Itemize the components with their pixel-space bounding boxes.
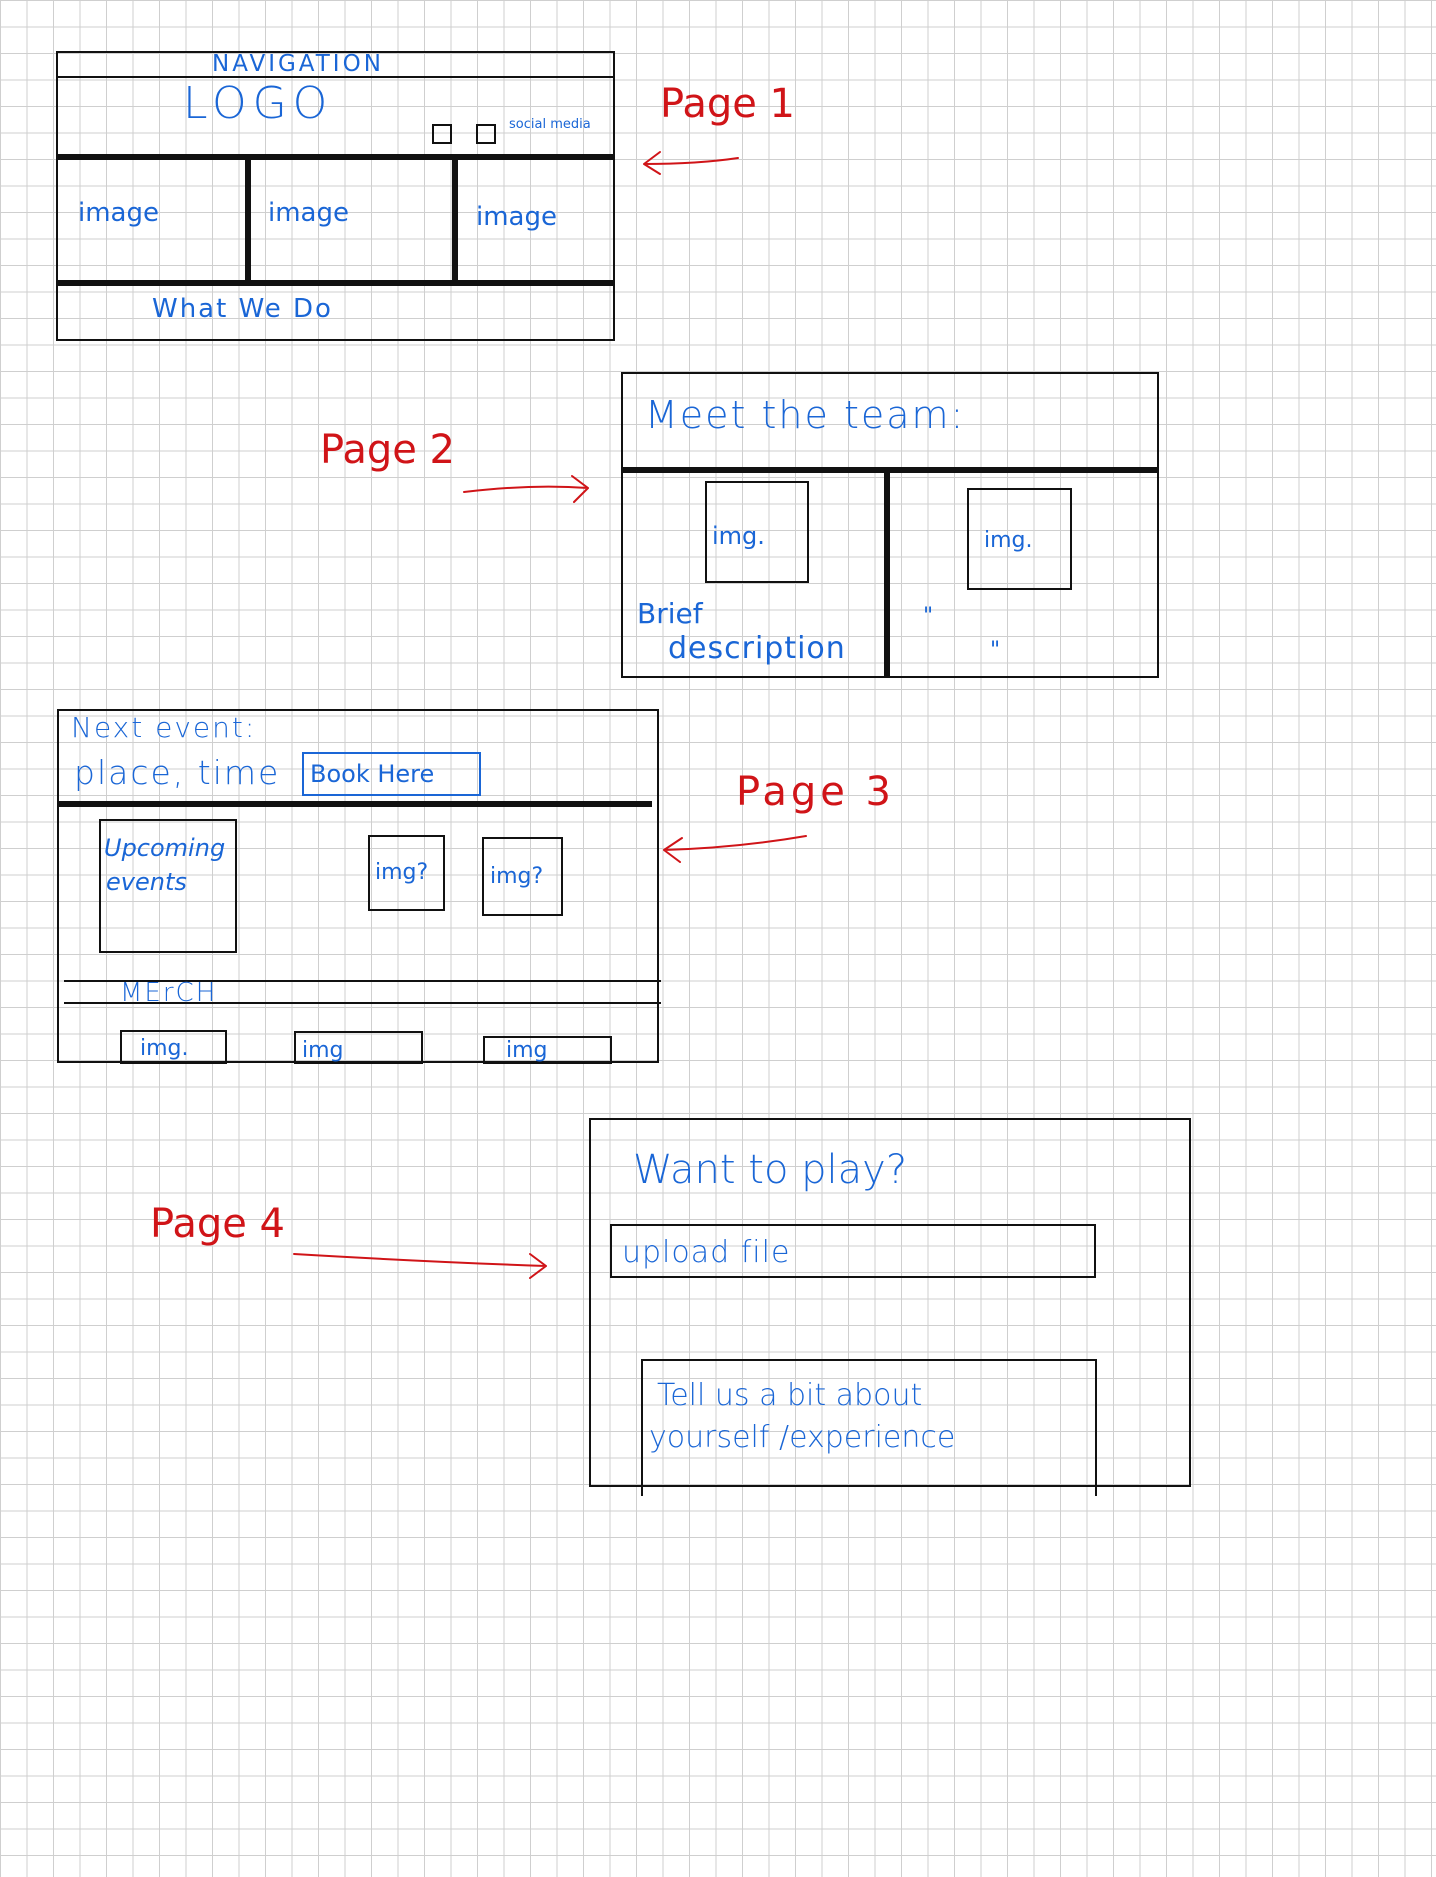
page1-image-2: image bbox=[268, 198, 349, 228]
page1-social-media-label: social media bbox=[509, 117, 591, 132]
page1-annotation: Page 1 bbox=[660, 81, 795, 127]
merch-image-1 bbox=[120, 1030, 227, 1064]
page4-arrow bbox=[293, 1253, 547, 1279]
social-icon-1 bbox=[432, 124, 452, 144]
page3-next-event: Next event: bbox=[71, 711, 257, 744]
book-here-label: Book Here bbox=[310, 760, 435, 788]
merch-image-2-label: img bbox=[302, 1038, 344, 1063]
page3-merch-label: MErCH bbox=[120, 978, 218, 1008]
page3-image-q2 bbox=[482, 837, 563, 916]
page1-image-separator-1 bbox=[245, 160, 251, 284]
page1-image-separator-2 bbox=[452, 160, 458, 284]
social-icon-2 bbox=[476, 124, 496, 144]
page1-navigation-label: NAVIGATION bbox=[212, 51, 384, 77]
page3-header-divider bbox=[57, 801, 652, 807]
page2-ditto-top: " bbox=[923, 604, 934, 629]
upcoming-line1: Upcoming bbox=[104, 834, 226, 862]
merch-image-1-label: img. bbox=[140, 1036, 189, 1061]
page4-annotation: Page 4 bbox=[150, 1201, 285, 1247]
page1-what-we-do: What We Do bbox=[152, 294, 333, 324]
merch-image-3-label: img bbox=[506, 1038, 548, 1063]
page3-image-q1 bbox=[368, 835, 445, 911]
page1-nav-divider bbox=[56, 76, 615, 78]
page3-arrow bbox=[663, 835, 807, 863]
page2-image-right bbox=[967, 488, 1072, 590]
page3-annotation: Page 3 bbox=[736, 769, 895, 815]
book-here-button[interactable]: Book Here bbox=[302, 752, 481, 796]
page1-arrow bbox=[643, 151, 739, 175]
page1-header-divider bbox=[56, 154, 615, 160]
page2-image-right-label: img. bbox=[984, 528, 1033, 553]
page1-image-3: image bbox=[476, 202, 557, 232]
page4-frame bbox=[589, 1118, 1191, 1487]
page2-image-left bbox=[705, 481, 809, 583]
page2-frame bbox=[621, 372, 1159, 678]
page2-brief: Brief bbox=[637, 597, 703, 630]
page1-frame bbox=[56, 51, 615, 341]
page2-annotation: Page 2 bbox=[320, 427, 455, 473]
about-line2: yourself /experience bbox=[649, 1420, 956, 1455]
page1-image-1: image bbox=[78, 198, 159, 228]
page2-image-left-label: img. bbox=[712, 522, 765, 550]
page3-image-q2-label: img? bbox=[490, 864, 544, 889]
upload-file-label: upload file bbox=[622, 1235, 791, 1270]
page4-title: Want to play? bbox=[633, 1147, 908, 1193]
upcoming-line2: events bbox=[106, 868, 187, 896]
about-line1: Tell us a bit about bbox=[657, 1378, 923, 1413]
about-textarea[interactable]: Tell us a bit about yourself /experience bbox=[641, 1359, 1097, 1496]
upcoming-events-box bbox=[99, 819, 237, 953]
page3-merch-line-top bbox=[64, 980, 661, 982]
page2-title: Meet the team: bbox=[645, 393, 966, 437]
page2-arrow bbox=[463, 475, 589, 503]
page3-place-time: place, time bbox=[74, 753, 281, 792]
merch-image-3 bbox=[483, 1036, 612, 1064]
page1-logo: LOGO bbox=[183, 78, 334, 129]
page2-ditto-bottom: " bbox=[990, 638, 1001, 663]
merch-image-2 bbox=[294, 1031, 423, 1064]
page1-content-divider bbox=[56, 280, 615, 286]
page3-image-q1-label: img? bbox=[375, 860, 429, 885]
upload-file-field[interactable]: upload file bbox=[610, 1224, 1096, 1278]
page2-header-divider bbox=[621, 467, 1157, 473]
page2-member-separator bbox=[884, 473, 890, 677]
page3-merch-line-bottom bbox=[64, 1002, 661, 1004]
page2-description: description bbox=[668, 631, 846, 666]
